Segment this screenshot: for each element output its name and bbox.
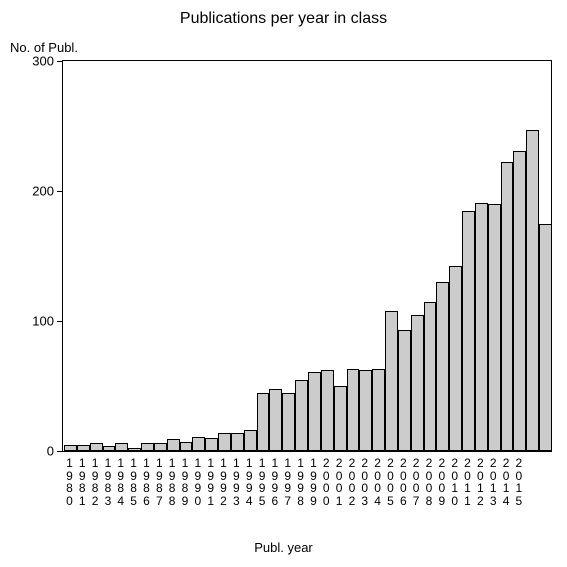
bar (180, 442, 193, 451)
x-tick-label: 2008 (423, 457, 436, 507)
y-tick-label: 100 (0, 314, 54, 329)
x-tick-label: 2007 (410, 457, 423, 507)
bar (359, 370, 372, 451)
x-tick-label: 1990 (191, 457, 204, 507)
bar (192, 437, 205, 451)
bar (295, 380, 308, 452)
x-tick-label: 2004 (371, 457, 384, 507)
x-tick-label: 2011 (461, 457, 474, 507)
y-tick-label: 0 (0, 444, 54, 459)
bar (141, 443, 154, 451)
y-tick-label: 200 (0, 184, 54, 199)
x-tick-label: 2012 (474, 457, 487, 507)
x-tick-label: 1998 (294, 457, 307, 507)
x-tick-label: 1983 (102, 457, 115, 507)
x-tick-label: 1981 (76, 457, 89, 507)
x-tick-label: 2001 (333, 457, 346, 507)
y-tick-label: 300 (0, 54, 54, 69)
x-tick-label: 2010 (448, 457, 461, 507)
bars-container (63, 61, 551, 451)
x-axis-title: Publ. year (0, 540, 567, 555)
y-tick-mark (57, 321, 62, 322)
bar (282, 393, 295, 452)
x-tick-label: 2014 (500, 457, 513, 507)
bar (347, 369, 360, 451)
bar (462, 211, 475, 452)
bar (167, 439, 180, 451)
x-tick-label: 1984 (114, 457, 127, 507)
x-tick-label: 2000 (320, 457, 333, 507)
bar (411, 315, 424, 452)
y-tick-mark (57, 191, 62, 192)
bar (205, 438, 218, 451)
chart-stage: Publications per year in class No. of Pu… (0, 0, 567, 567)
bar (77, 445, 90, 452)
x-tick-label: 1996 (268, 457, 281, 507)
bar (308, 372, 321, 451)
bar (539, 224, 552, 452)
bar (526, 130, 539, 451)
bar (334, 386, 347, 451)
x-tick-label: 1982 (89, 457, 102, 507)
chart-title: Publications per year in class (0, 10, 567, 28)
bar (436, 282, 449, 451)
bar (90, 443, 103, 451)
bar (424, 302, 437, 452)
bar (257, 393, 270, 452)
x-tick-label: 1997 (281, 457, 294, 507)
x-tick-label: 2003 (358, 457, 371, 507)
y-tick-mark (57, 451, 62, 452)
x-tick-label: 1993 (230, 457, 243, 507)
bar (128, 448, 141, 451)
x-tick-label: 1980 (63, 457, 76, 507)
x-tick-label: 1986 (140, 457, 153, 507)
x-tick-label: 1987 (153, 457, 166, 507)
x-tick-label: 1991 (204, 457, 217, 507)
bar (488, 204, 501, 451)
bar (398, 330, 411, 451)
bar (218, 433, 231, 451)
bar (115, 443, 128, 451)
x-tick-label: 2015 (512, 457, 525, 507)
x-tick-label: 1992 (217, 457, 230, 507)
bar (269, 389, 282, 451)
bar (244, 430, 257, 451)
x-tick-label: 1988 (166, 457, 179, 507)
x-tick-label: 2009 (435, 457, 448, 507)
x-tick-label: 2002 (346, 457, 359, 507)
x-tick-label: 1994 (243, 457, 256, 507)
bar (321, 370, 334, 451)
bar (475, 203, 488, 451)
x-tick-label: 1999 (307, 457, 320, 507)
bar (513, 151, 526, 451)
plot-area (62, 60, 552, 452)
x-tick-label: 1995 (256, 457, 269, 507)
x-tick-label: 2006 (397, 457, 410, 507)
bar (501, 162, 514, 451)
bar (449, 266, 462, 451)
x-tick-label: 1989 (179, 457, 192, 507)
bar (372, 369, 385, 451)
x-tick-label: 2013 (487, 457, 500, 507)
bar (385, 311, 398, 451)
bar (64, 445, 77, 452)
y-tick-mark (57, 61, 62, 62)
bar (231, 433, 244, 451)
bar (154, 443, 167, 451)
x-tick-label: 1985 (127, 457, 140, 507)
bar (103, 446, 116, 451)
x-tick-label: 2005 (384, 457, 397, 507)
